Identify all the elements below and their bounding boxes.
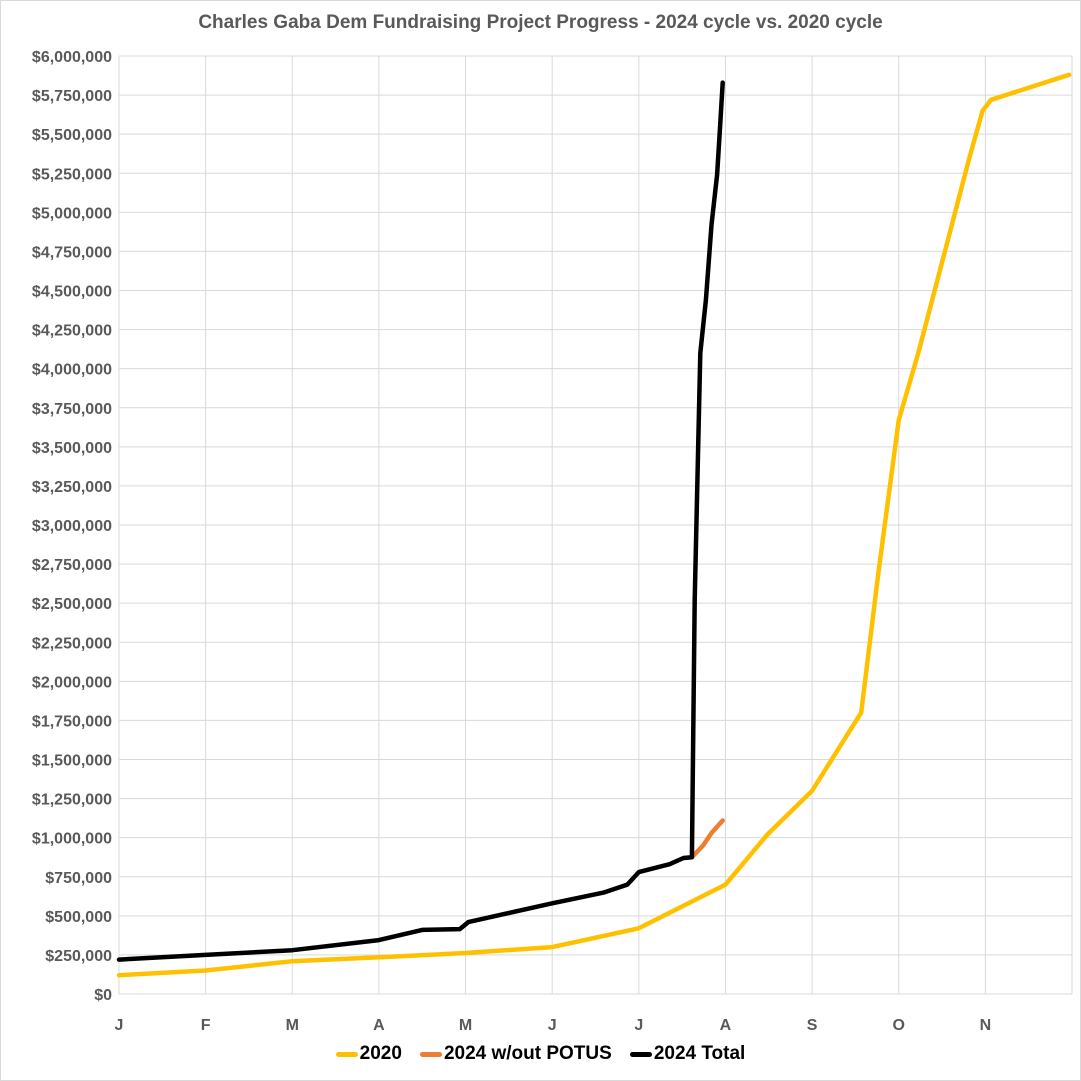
legend-item-2024-total: 2024 Total — [629, 1043, 746, 1065]
y-tick-label: $3,250,000 — [32, 479, 112, 496]
x-tick-label: O — [893, 1017, 905, 1034]
legend-swatch — [335, 1051, 358, 1057]
x-tick-label: S — [807, 1017, 818, 1034]
y-tick-label: $5,500,000 — [32, 127, 112, 144]
y-tick-label: $1,750,000 — [32, 713, 112, 730]
y-tick-label: $3,750,000 — [32, 401, 112, 418]
y-tick-label: $5,000,000 — [32, 205, 112, 222]
x-tick-label: M — [286, 1017, 299, 1034]
legend-label: 2020 — [359, 1043, 402, 1064]
y-tick-label: $4,250,000 — [32, 323, 112, 340]
x-tick-label: J — [634, 1017, 643, 1034]
y-tick-label: $4,750,000 — [32, 244, 112, 261]
legend-item-2024-without-potus: 2024 w/out POTUS — [419, 1043, 612, 1065]
y-tick-label: $2,250,000 — [32, 635, 112, 652]
series-line-2024-total — [116, 80, 725, 962]
x-tick-label: N — [980, 1017, 992, 1034]
y-tick-label: $2,000,000 — [32, 674, 112, 691]
legend: 2020 2024 w/out POTUS 2024 Total — [0, 1043, 1081, 1065]
x-tick-label: M — [459, 1017, 472, 1034]
legend-item-2020: 2020 — [335, 1043, 402, 1065]
y-tick-label: $4,000,000 — [32, 362, 112, 379]
x-tick-label: J — [115, 1017, 124, 1034]
y-tick-label: $6,000,000 — [32, 49, 112, 66]
y-tick-label: $2,500,000 — [32, 596, 112, 613]
y-tick-label: $4,500,000 — [32, 284, 112, 301]
y-tick-label: $2,750,000 — [32, 557, 112, 574]
chart-title: Charles Gaba Dem Fundraising Project Pro… — [198, 12, 883, 33]
legend-swatch — [419, 1051, 442, 1057]
y-tick-label: $250,000 — [45, 948, 112, 965]
y-tick-label: $3,500,000 — [32, 440, 112, 457]
x-tick-label: A — [720, 1017, 732, 1034]
legend-label: 2024 w/out POTUS — [443, 1043, 612, 1064]
y-tick-label: $3,000,000 — [32, 518, 112, 535]
y-tick-label: $5,750,000 — [32, 88, 112, 105]
x-tick-label: J — [548, 1017, 557, 1034]
y-tick-label: $0 — [94, 987, 112, 1004]
series-line-2024-w-out-potus — [689, 818, 725, 860]
y-tick-label: $1,000,000 — [32, 831, 112, 848]
y-tick-label: $500,000 — [45, 909, 112, 926]
y-tick-label: $5,250,000 — [32, 166, 112, 183]
legend-swatch — [629, 1051, 652, 1057]
x-tick-label: F — [201, 1017, 211, 1034]
y-tick-label: $750,000 — [45, 870, 112, 887]
legend-label: 2024 Total — [653, 1043, 746, 1064]
y-tick-label: $1,250,000 — [32, 792, 112, 809]
x-tick-label: A — [373, 1017, 385, 1034]
y-tick-label: $1,500,000 — [32, 753, 112, 770]
series-line-2020 — [116, 72, 1072, 978]
